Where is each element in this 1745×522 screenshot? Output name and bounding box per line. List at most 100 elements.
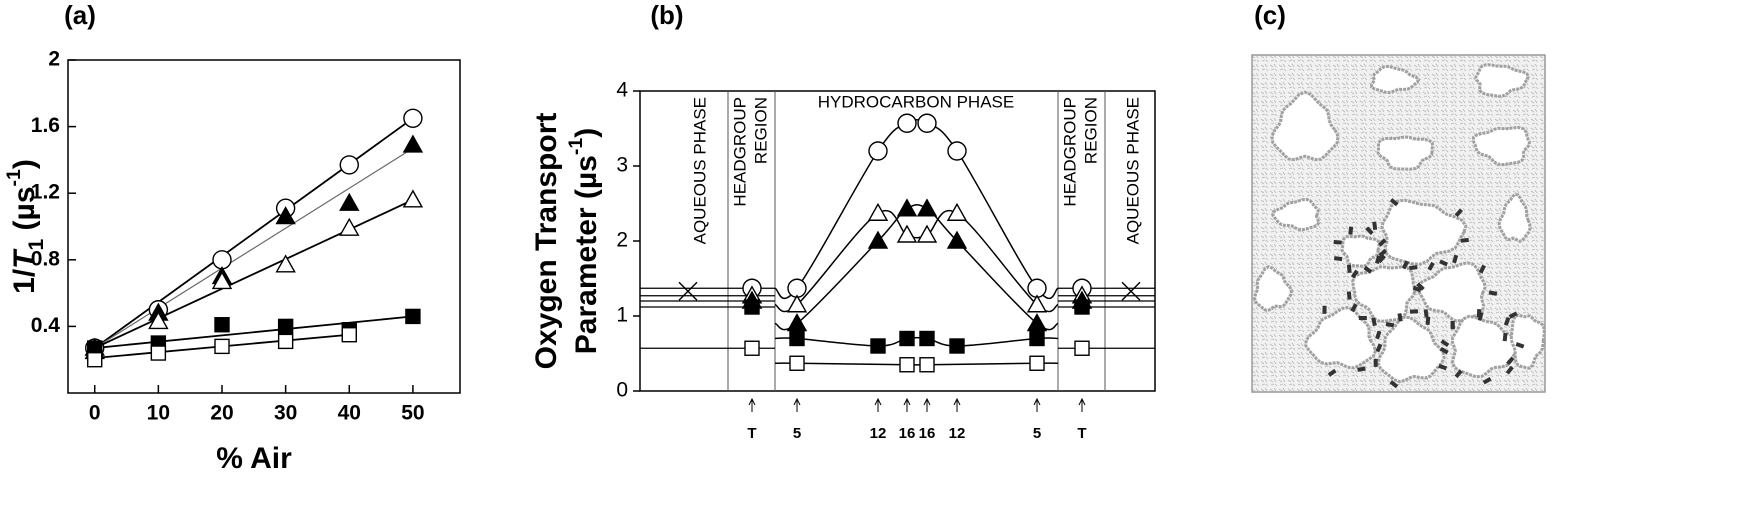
lipid-cluster	[1363, 265, 1373, 274]
lipid-cluster	[1389, 380, 1399, 389]
marker-triangle	[339, 192, 360, 211]
marker-square	[214, 338, 230, 355]
micelle	[1450, 314, 1520, 379]
marker-x	[678, 281, 698, 301]
lipid-cluster	[1372, 221, 1378, 230]
profile-curve	[774, 203, 1059, 331]
x-tick-label: T	[747, 425, 756, 442]
marker-triangle	[946, 202, 968, 221]
lipid-cluster	[1478, 264, 1486, 274]
micelle	[1497, 192, 1532, 243]
y-tick-label: 1.2	[31, 181, 60, 204]
marker-square	[1029, 330, 1045, 347]
marker-triangle	[1026, 294, 1048, 313]
lipid-cluster	[1350, 269, 1359, 279]
lipid-cluster	[1438, 363, 1448, 371]
lipid-cluster	[1378, 238, 1387, 247]
lipid-cluster	[1454, 208, 1463, 217]
lipid-cluster	[1371, 317, 1377, 327]
marker-square	[899, 330, 915, 347]
lipid-cluster	[1454, 369, 1463, 379]
lipid-cluster	[1476, 309, 1482, 318]
marker-triangle	[896, 198, 918, 217]
marker-square	[150, 345, 167, 361]
label-part: T	[8, 248, 41, 269]
marker-square	[1029, 355, 1045, 371]
marker-square	[341, 327, 357, 343]
marker-square	[87, 352, 103, 368]
panel-title: (a)	[64, 0, 96, 30]
marker-circle	[897, 113, 917, 133]
lipid-cluster	[1333, 240, 1342, 245]
lipid-cluster	[1440, 339, 1450, 348]
marker-triangle	[211, 271, 233, 290]
lipid-cluster	[1358, 316, 1367, 321]
y-tick-label: 1	[616, 304, 628, 327]
position-arrow	[923, 397, 931, 412]
lipid-cluster	[1373, 358, 1378, 367]
label-part: )	[8, 159, 41, 169]
position-arrow	[1033, 397, 1041, 412]
y-tick-label: 2	[48, 48, 60, 71]
lipid-cluster	[1350, 303, 1358, 313]
marker-square	[277, 333, 294, 350]
lipid-cluster	[1333, 256, 1343, 262]
lipid-cluster	[1439, 259, 1449, 267]
lipid-cluster	[1397, 313, 1403, 322]
micelle	[1416, 261, 1487, 323]
x-tick-label: 0	[89, 402, 101, 425]
lipid-cluster	[1503, 317, 1511, 326]
label-part: -1	[565, 138, 587, 155]
panel-title: (b)	[650, 0, 683, 30]
micelle	[1376, 315, 1446, 384]
position-arrow	[903, 397, 911, 412]
lipid-cluster	[1374, 255, 1382, 265]
marker-square	[919, 357, 935, 373]
micelle	[1340, 234, 1381, 268]
label-part: Parameter (µs	[570, 155, 603, 354]
lipid-cluster	[1327, 368, 1337, 377]
x-tick-label: T	[1077, 425, 1086, 442]
micelle	[1376, 135, 1435, 171]
marker-square	[789, 330, 805, 347]
marker-triangle	[1026, 313, 1048, 332]
marker-square	[870, 338, 886, 354]
lipid-cluster	[1427, 261, 1435, 271]
y-tick-label: 4	[616, 79, 628, 102]
lipid-cluster	[1375, 330, 1382, 340]
lipid-cluster	[1482, 376, 1492, 385]
x-tick-label: 30	[274, 402, 297, 425]
marker-circle	[403, 108, 423, 128]
marker-x	[1121, 281, 1141, 301]
marker-circle	[917, 113, 937, 133]
lipid-cluster	[1385, 322, 1395, 328]
y-axis-label: Oxygen Transport	[530, 113, 563, 370]
region-label: AQUEOUS PHASE	[1123, 97, 1142, 244]
lipid-cluster	[1488, 290, 1498, 296]
x-tick-label: 16	[899, 425, 916, 442]
marker-triangle	[275, 206, 296, 225]
lipid-cluster	[1412, 285, 1422, 293]
x-tick-label: 5	[1033, 425, 1041, 442]
position-arrow	[953, 397, 961, 412]
profile-curve	[774, 119, 1059, 300]
lipid-cluster	[1460, 237, 1469, 243]
y-tick-label: 0.8	[31, 247, 61, 270]
lipid-cluster	[1502, 332, 1508, 342]
profile-curve	[774, 362, 1059, 366]
lipid-cluster	[1346, 291, 1352, 300]
marker-square	[919, 330, 935, 347]
marker-square	[277, 318, 294, 335]
marker-triangle	[402, 134, 424, 153]
lipid-cluster	[1515, 342, 1525, 349]
micelle	[1474, 63, 1530, 98]
marker-triangle	[946, 230, 968, 249]
marker-x-stroke	[678, 281, 698, 301]
marker-triangle	[786, 313, 808, 332]
x-tick-label: 10	[147, 402, 170, 425]
marker-triangle	[275, 254, 296, 273]
region-label: AQUEOUS PHASE	[690, 97, 709, 244]
region-label: REGION	[1081, 97, 1100, 164]
lipid-cluster	[1348, 226, 1354, 235]
